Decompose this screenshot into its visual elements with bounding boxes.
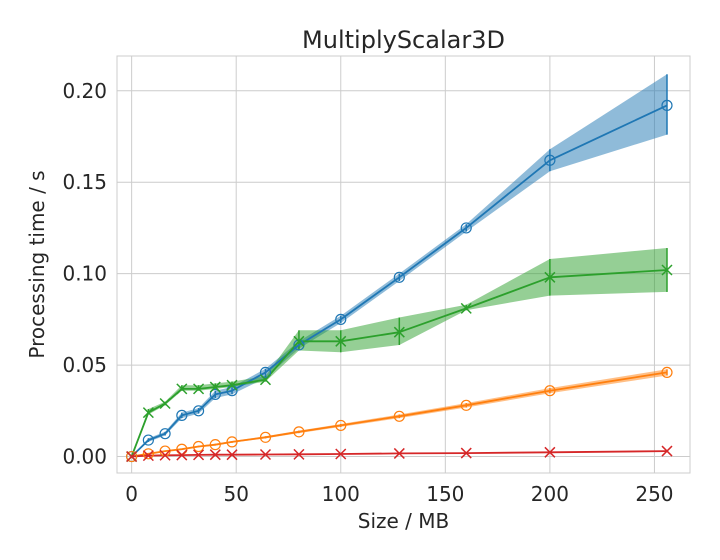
x-tick-label: 0 xyxy=(125,482,138,506)
series-1-point xyxy=(192,405,205,417)
series-1-point xyxy=(159,428,171,440)
series-3-point xyxy=(159,397,171,410)
y-tick-label: 0.10 xyxy=(62,262,107,286)
series-4-point xyxy=(393,447,405,459)
series-2-point xyxy=(460,399,472,411)
series-1-point xyxy=(259,366,272,379)
series-2-point xyxy=(142,448,154,460)
x-tick-label: 200 xyxy=(531,482,569,506)
series-4-point xyxy=(209,449,221,461)
y-tick-label: 0.20 xyxy=(62,79,107,103)
plot-frame xyxy=(116,55,691,474)
series-markers xyxy=(126,99,673,463)
series-2-point xyxy=(335,419,347,432)
series-3-point xyxy=(544,271,556,283)
x-tick-labels: 0 50 100 150 200 250 xyxy=(125,482,673,506)
series-2-point xyxy=(259,431,272,443)
series-3-point xyxy=(176,383,188,395)
series-2-point xyxy=(226,436,238,448)
series-3-band xyxy=(131,248,668,457)
x-axis-label: Size / MB xyxy=(358,509,449,533)
series-1-point xyxy=(460,222,472,234)
series-3-point xyxy=(193,383,205,395)
series-2-point xyxy=(661,366,673,379)
series-2-point xyxy=(209,439,221,451)
series-1-point xyxy=(544,154,556,166)
y-axis-label: Processing time / s xyxy=(25,170,49,358)
series-4-point xyxy=(126,451,138,463)
series-3-point xyxy=(393,326,405,338)
x-tick-label: 250 xyxy=(635,482,673,506)
series-2-point xyxy=(126,450,138,463)
series-2-point xyxy=(544,385,556,397)
series-3-point xyxy=(293,335,305,347)
series-4-point xyxy=(460,447,472,459)
series-4-point xyxy=(259,448,272,461)
series-4-point xyxy=(176,449,188,461)
series-1-point xyxy=(293,339,305,351)
series-2-line xyxy=(131,371,668,458)
y-tick-label: 0.00 xyxy=(62,445,107,469)
x-tick-label: 150 xyxy=(426,482,464,506)
y-tick-label: 0.15 xyxy=(62,170,107,194)
series-3-point xyxy=(142,407,154,419)
x-tick-label: 50 xyxy=(223,482,248,506)
series-2-point xyxy=(393,410,405,422)
series-3-point xyxy=(460,302,472,314)
series-3-point xyxy=(335,335,347,347)
series-1-point xyxy=(335,313,347,325)
series-3-point xyxy=(209,381,221,393)
series-4-point xyxy=(661,445,673,457)
series-4-point xyxy=(293,448,305,460)
series-1-point xyxy=(142,434,154,446)
series-3-point xyxy=(661,264,673,276)
series-1-point xyxy=(209,388,221,400)
series-4-point xyxy=(544,446,556,458)
y-tick-labels: 0.00 0.05 0.10 0.15 0.20 xyxy=(62,79,107,469)
series-4-point xyxy=(193,449,205,461)
y-tick-label: 0.05 xyxy=(62,353,107,377)
series-1-point xyxy=(661,99,673,111)
series-1-band xyxy=(131,74,668,457)
series-3-point xyxy=(259,374,272,386)
series-4-point xyxy=(335,448,347,460)
series-4-point xyxy=(226,449,238,461)
chart-title: MultiplyScalar3D xyxy=(302,26,505,54)
series-2-point xyxy=(293,426,305,438)
series-4-point xyxy=(159,449,171,461)
series-2-band xyxy=(131,369,668,457)
series-3-point xyxy=(226,379,238,391)
series-4-point xyxy=(142,450,154,462)
series-1-point xyxy=(176,409,188,421)
x-tick-label: 100 xyxy=(322,482,360,506)
series-1-point xyxy=(393,271,405,283)
series-2-point xyxy=(192,440,205,453)
